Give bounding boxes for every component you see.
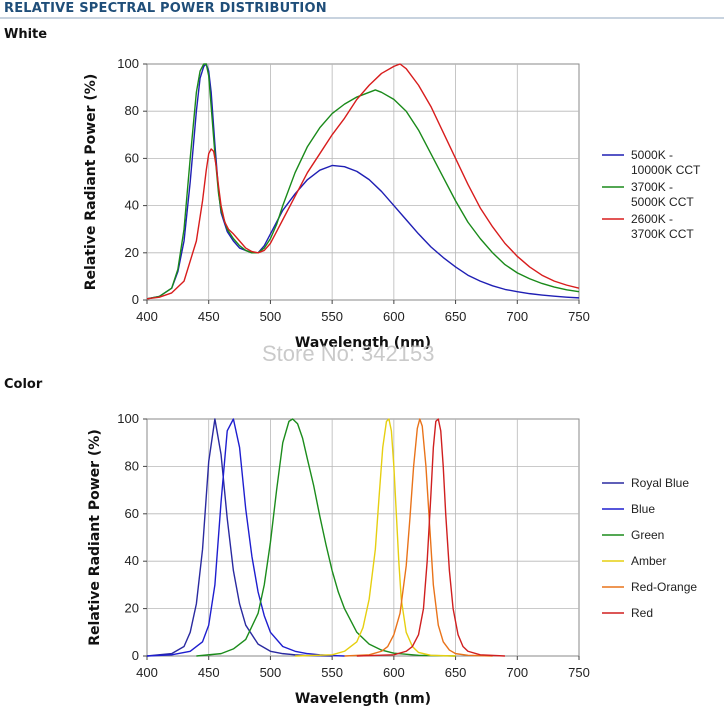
legend-label: Green xyxy=(631,528,664,542)
y-axis-label: Relative Radiant Power (%) xyxy=(87,429,103,645)
legend-label: 5000K CCT xyxy=(631,195,694,209)
legend-label: Red xyxy=(631,606,653,620)
series-line xyxy=(146,63,580,300)
legend-label: 3700K CCT xyxy=(631,227,694,241)
legend-label: 10000K CCT xyxy=(631,163,701,177)
series-line xyxy=(295,418,456,657)
x-tick-label: 600 xyxy=(383,665,405,680)
x-tick-label: 550 xyxy=(321,309,343,324)
x-tick-label: 700 xyxy=(506,665,528,680)
y-tick-label: 40 xyxy=(125,553,139,568)
series-line xyxy=(356,418,505,657)
section-label-color: Color xyxy=(4,377,43,392)
y-tick-label: 20 xyxy=(125,601,139,616)
legend-label: Blue xyxy=(631,502,655,516)
page-title: RELATIVE SPECTRAL POWER DISTRIBUTION xyxy=(4,1,327,16)
x-tick-label: 750 xyxy=(568,665,590,680)
series-line xyxy=(196,418,456,657)
x-tick-label: 450 xyxy=(198,665,220,680)
x-axis-label: Wavelength (nm) xyxy=(295,335,431,351)
y-tick-label: 40 xyxy=(125,198,139,213)
y-tick-label: 100 xyxy=(117,56,139,71)
title-rule xyxy=(0,17,724,19)
legend-label: Amber xyxy=(631,554,666,568)
legend-label: 3700K - xyxy=(631,180,673,194)
x-tick-label: 650 xyxy=(445,665,467,680)
y-tick-label: 80 xyxy=(125,458,139,473)
x-tick-label: 750 xyxy=(568,309,590,324)
y-tick-label: 60 xyxy=(125,506,139,521)
section-label-white: White xyxy=(4,27,48,42)
x-tick-label: 400 xyxy=(136,665,158,680)
series-line xyxy=(146,63,580,300)
watermark: Store No: 342153 xyxy=(262,341,434,366)
y-tick-label: 80 xyxy=(125,103,139,118)
legend-label: Royal Blue xyxy=(631,476,689,490)
x-tick-label: 500 xyxy=(260,665,282,680)
y-tick-label: 20 xyxy=(125,245,139,260)
white-spectrum-chart: 0 20 40 60 80 100 400 450 500 550 600 650 700 750 5000… xyxy=(83,56,701,351)
series-line xyxy=(146,418,345,657)
legend-label: Red-Orange xyxy=(631,580,697,594)
series-line xyxy=(146,418,333,657)
x-tick-label: 700 xyxy=(506,309,528,324)
x-axis-label: Wavelength (nm) xyxy=(295,691,431,706)
y-tick-label: 0 xyxy=(132,648,139,663)
legend-label: 5000K - xyxy=(631,148,673,162)
y-axis-label: Relative Radiant Power (%) xyxy=(83,74,99,290)
legend-label: 2600K - xyxy=(631,212,673,226)
x-tick-label: 500 xyxy=(260,309,282,324)
x-tick-label: 600 xyxy=(383,309,405,324)
y-tick-label: 60 xyxy=(125,150,139,165)
y-tick-label: 100 xyxy=(117,411,139,426)
series-line xyxy=(146,63,580,300)
y-tick-label: 0 xyxy=(132,292,139,307)
plot-area xyxy=(146,63,580,301)
x-tick-label: 650 xyxy=(445,309,467,324)
x-tick-label: 550 xyxy=(321,665,343,680)
x-tick-label: 400 xyxy=(136,309,158,324)
series-line xyxy=(344,418,493,657)
x-tick-label: 450 xyxy=(198,309,220,324)
